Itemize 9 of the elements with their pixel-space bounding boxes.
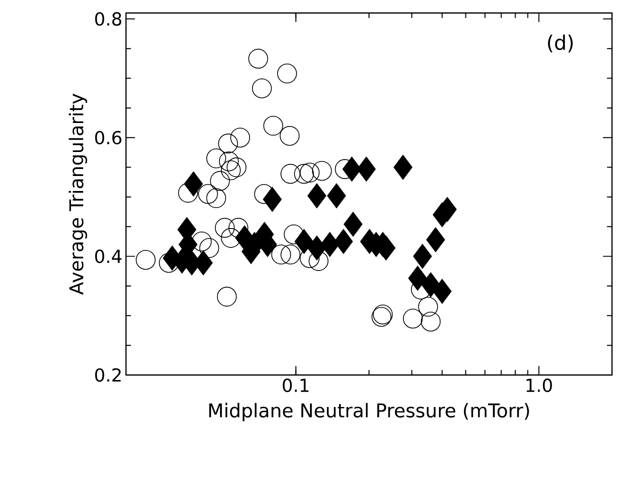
y-tick-label: 0.4	[95, 250, 122, 264]
y-tick-label: 0.8	[95, 12, 122, 26]
annotation: (d)	[548, 34, 573, 52]
y-axis-title: Average Triangularity	[68, 94, 88, 295]
x-tick-label: 1.0	[526, 378, 552, 392]
y-tick-label: 0.2	[95, 368, 121, 382]
x-tick-label: 0.1	[282, 378, 308, 392]
y-tick-label: 0.6	[95, 130, 122, 144]
x-axis-title: Midplane Neutral Pressure (mTorr)	[209, 402, 529, 422]
